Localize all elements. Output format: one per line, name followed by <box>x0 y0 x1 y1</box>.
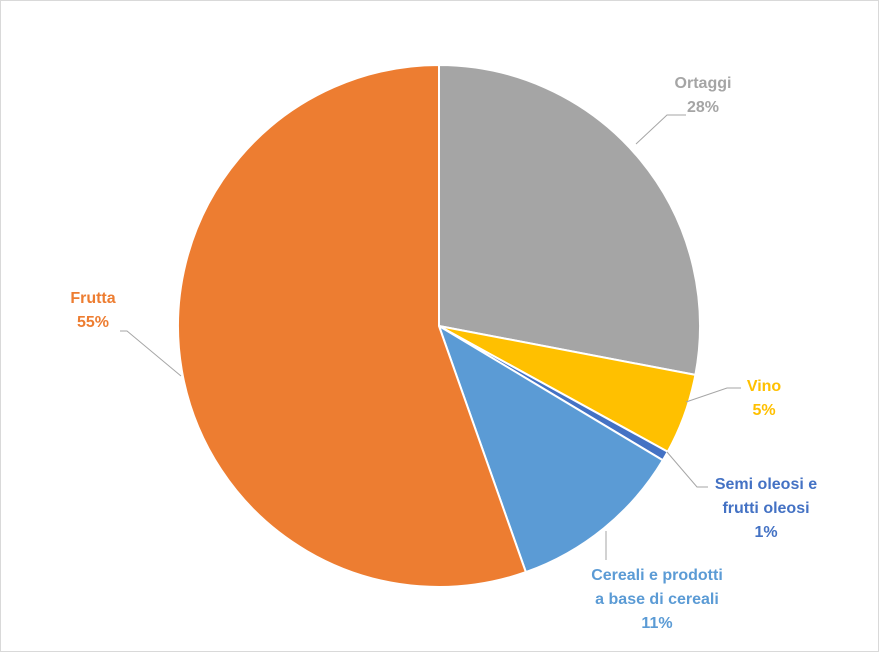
pie-slices <box>177 64 701 588</box>
percent-label: 11% <box>641 615 672 632</box>
category-label: Vino <box>747 378 782 395</box>
category-label: a base di cereali <box>595 591 719 608</box>
percent-label: 55% <box>77 314 109 331</box>
percent-label: 1% <box>754 524 777 541</box>
pie-slice-frutta <box>177 64 527 588</box>
data-label-frutta: Frutta 55% <box>70 290 115 331</box>
data-label-cereali-e-prodotti: Cereali e prodotti a base di cereali 11% <box>591 567 723 632</box>
percent-label: 28% <box>687 99 719 116</box>
leader-line-semi-oleosi-e <box>666 451 708 488</box>
pie-slice-cereali-e-prodotti <box>438 325 664 574</box>
leader-line-frutta <box>120 330 182 377</box>
category-label: frutti oleosi <box>722 500 809 517</box>
data-label-semi-oleosi-e: Semi oleosi e frutti oleosi 1% <box>715 476 817 541</box>
category-label: Semi oleosi e <box>715 476 817 493</box>
data-label-vino: Vino 5% <box>747 378 782 419</box>
percent-label: 5% <box>752 402 775 419</box>
leader-line-vino <box>685 387 741 403</box>
data-labels: Ortaggi 28% Vino 5% Semi oleosi e frutti oleo… <box>70 75 817 632</box>
category-label: Cereali e prodotti <box>591 567 723 584</box>
category-label: Ortaggi <box>675 75 732 92</box>
pie-slice-ortaggi <box>438 64 701 376</box>
leader-line-ortaggi <box>635 114 686 145</box>
data-label-ortaggi: Ortaggi 28% <box>675 75 732 116</box>
category-label: Frutta <box>70 290 115 307</box>
leader-lines <box>120 114 741 560</box>
